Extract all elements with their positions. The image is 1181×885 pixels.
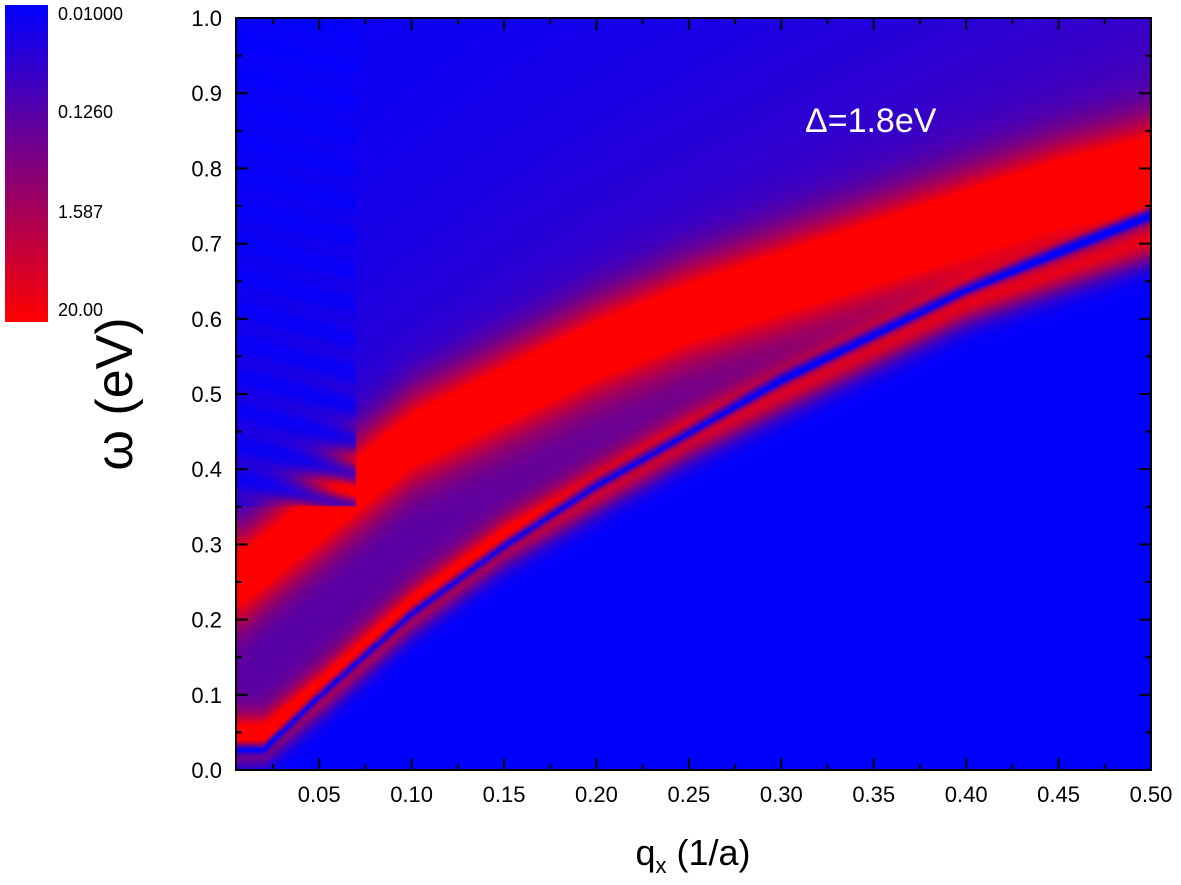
x-axis-title-unit: (1/a) (667, 832, 751, 873)
x-tick-label: 0.15 (483, 782, 526, 807)
y-tick-label: 0.9 (191, 81, 222, 106)
x-axis-title: qx (1/a) (635, 832, 750, 878)
x-tick-label: 0.35 (852, 782, 895, 807)
x-tick-label: 0.45 (1037, 782, 1080, 807)
y-tick-label: 0.1 (191, 683, 222, 708)
y-tick-label: 0.4 (191, 457, 222, 482)
y-axis-title: ω (eV) (86, 317, 144, 470)
y-tick-label: 0.5 (191, 382, 222, 407)
y-tick-label: 0.8 (191, 156, 222, 181)
x-axis: 0.05 0.10 0.15 0.20 0.25 0.30 0.35 0.40 0.45 0.50 (271, 18, 1173, 807)
y-tick-label: 0.3 (191, 532, 222, 557)
y-tick-label: 0.6 (191, 307, 222, 332)
x-tick-label: 0.40 (945, 782, 988, 807)
colorbar-labels: 0.01000 0.1260 1.587 20.00 (58, 4, 123, 320)
colorbar-tick-label: 1.587 (58, 202, 103, 222)
heatmap-raster (236, 18, 1151, 770)
x-tick-label: 0.05 (298, 782, 341, 807)
y-tick-label: 0.0 (191, 758, 222, 783)
colorbar-tick-label: 20.00 (58, 300, 103, 320)
x-tick-label: 0.20 (575, 782, 618, 807)
y-tick-label: 0.2 (191, 608, 222, 633)
colorbar-tick-label: 0.01000 (58, 4, 123, 24)
x-tick-label: 0.10 (390, 782, 433, 807)
y-tick-label: 0.7 (191, 232, 222, 257)
plot-area: Δ=1.8eV (235, 17, 1152, 771)
x-tick-label: 0.50 (1130, 782, 1173, 807)
x-axis-title-main: q (635, 832, 655, 873)
y-axis: 0.0 0.1 0.2 0.3 0.4 0.5 0.6 0.7 0.8 0.9 1.0 (191, 6, 1151, 783)
y-tick-label: 1.0 (191, 6, 222, 31)
gap-annotation: Δ=1.8eV (805, 102, 937, 140)
colorbar-tick-label: 0.1260 (58, 102, 113, 122)
x-tick-label: 0.30 (760, 782, 803, 807)
colorbar-gradient (5, 5, 48, 322)
x-tick-label: 0.25 (667, 782, 710, 807)
colorbar: 0.01000 0.1260 1.587 20.00 (5, 4, 123, 322)
x-axis-title-subscript: x (656, 853, 667, 878)
